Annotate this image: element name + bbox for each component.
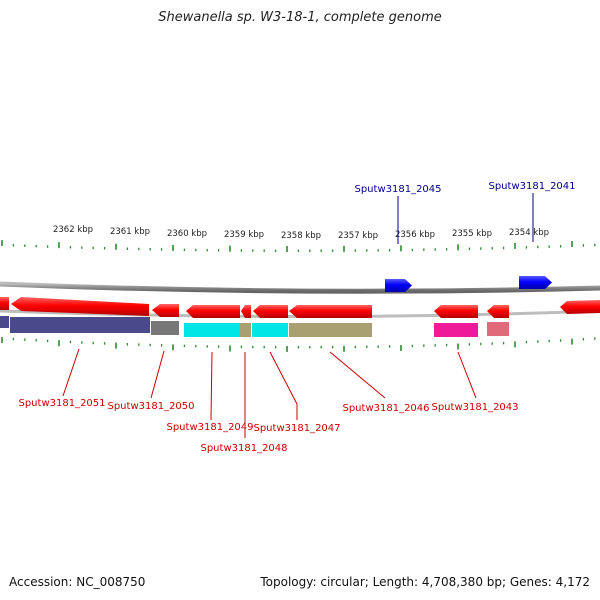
label-leader <box>150 350 165 399</box>
accession-text: Accession: NC_008750 <box>9 575 146 589</box>
gene-label-2046[interactable]: Sputw3181_2046 <box>342 403 429 414</box>
scale-label: 2362 kbp <box>53 225 93 235</box>
feature-block-pink[interactable] <box>487 322 509 336</box>
scale-label: 2357 kbp <box>338 231 378 241</box>
label-leader <box>329 351 386 399</box>
gene-arrow-2048[interactable] <box>241 305 251 318</box>
genome-summary-text: Topology: circular; Length: 4,708,380 bp… <box>260 575 590 589</box>
gene-arrow-2040[interactable] <box>560 300 600 314</box>
gene-arrow-2043[interactable] <box>487 305 509 318</box>
scale-label: 2355 kbp <box>452 229 492 239</box>
gene-label-2049[interactable]: Sputw3181_2049 <box>166 422 253 433</box>
scale-label: 2358 kbp <box>281 231 321 241</box>
lower-tick-row <box>1 337 596 352</box>
feature-block-olive[interactable] <box>289 323 372 337</box>
scale-label: 2359 kbp <box>224 230 264 240</box>
gene-arrow-2051[interactable] <box>11 297 149 316</box>
upper-tick-row <box>1 240 596 252</box>
gene-arrow-2041[interactable] <box>519 276 552 289</box>
scale-label: 2354 kbp <box>509 228 549 238</box>
reverse-gene-row <box>0 297 600 318</box>
feature-block-cyan[interactable] <box>252 323 288 337</box>
feature-block-navy[interactable] <box>0 316 9 328</box>
gene-label-2045[interactable]: Sputw3181_2045 <box>354 184 441 195</box>
backbone-arc-outer <box>0 281 600 294</box>
genome-title: Shewanella sp. W3-18-1, complete genome <box>158 10 442 25</box>
gene-arrow-2046[interactable] <box>289 305 372 318</box>
gene-label-2041[interactable]: Sputw3181_2041 <box>488 181 575 192</box>
scale-label: 2356 kbp <box>395 230 435 240</box>
gene-label-2051[interactable]: Sputw3181_2051 <box>18 398 105 409</box>
gene-arrow-2050[interactable] <box>152 304 179 317</box>
top-gene-labels: Sputw3181_2045 Sputw3181_2041 <box>354 181 576 244</box>
feature-block-cyan[interactable] <box>184 323 240 337</box>
gene-arrow-2052[interactable] <box>0 297 9 310</box>
gene-label-2050[interactable]: Sputw3181_2050 <box>107 401 194 412</box>
feature-block-grey[interactable] <box>151 321 179 335</box>
feature-block-row <box>0 316 509 337</box>
gene-label-2047[interactable]: Sputw3181_2047 <box>253 423 340 434</box>
scale-labels: 2362 kbp 2361 kbp 2360 kbp 2359 kbp 2358… <box>53 225 549 241</box>
feature-block-magenta[interactable] <box>434 323 478 337</box>
gene-arrow-2047[interactable] <box>253 305 288 318</box>
bottom-gene-labels: Sputw3181_2051 Sputw3181_2050 Sputw3181_… <box>18 348 519 454</box>
feature-block-olive[interactable] <box>240 323 251 337</box>
label-leader <box>269 351 298 405</box>
label-leader <box>210 351 213 421</box>
gene-arrow-2049[interactable] <box>186 305 240 318</box>
gene-arrow-2044[interactable] <box>434 305 478 318</box>
label-leader <box>457 351 477 399</box>
feature-block-navy[interactable] <box>10 317 150 333</box>
gene-label-2043[interactable]: Sputw3181_2043 <box>431 402 518 413</box>
gene-arrow-2045[interactable] <box>385 279 412 292</box>
gene-label-2048[interactable]: Sputw3181_2048 <box>200 443 287 454</box>
label-leader <box>62 348 80 397</box>
scale-label: 2360 kbp <box>167 229 207 239</box>
scale-label: 2361 kbp <box>110 227 150 237</box>
